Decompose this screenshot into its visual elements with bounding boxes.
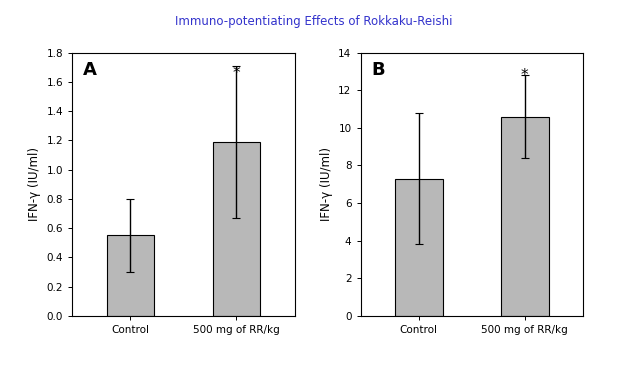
Text: *: * <box>521 68 529 83</box>
Bar <box>501 117 549 316</box>
Y-axis label: IFN-γ (IU/ml): IFN-γ (IU/ml) <box>320 147 333 221</box>
Text: B: B <box>372 61 385 79</box>
Text: A: A <box>83 61 97 79</box>
Bar <box>395 179 443 316</box>
Y-axis label: IFN-γ (IU/ml): IFN-γ (IU/ml) <box>28 147 41 221</box>
Text: *: * <box>233 66 240 81</box>
Text: Immuno-potentiating Effects of Rokkaku-Reishi: Immuno-potentiating Effects of Rokkaku-R… <box>175 15 452 28</box>
Bar <box>107 235 154 316</box>
Bar <box>213 142 260 316</box>
